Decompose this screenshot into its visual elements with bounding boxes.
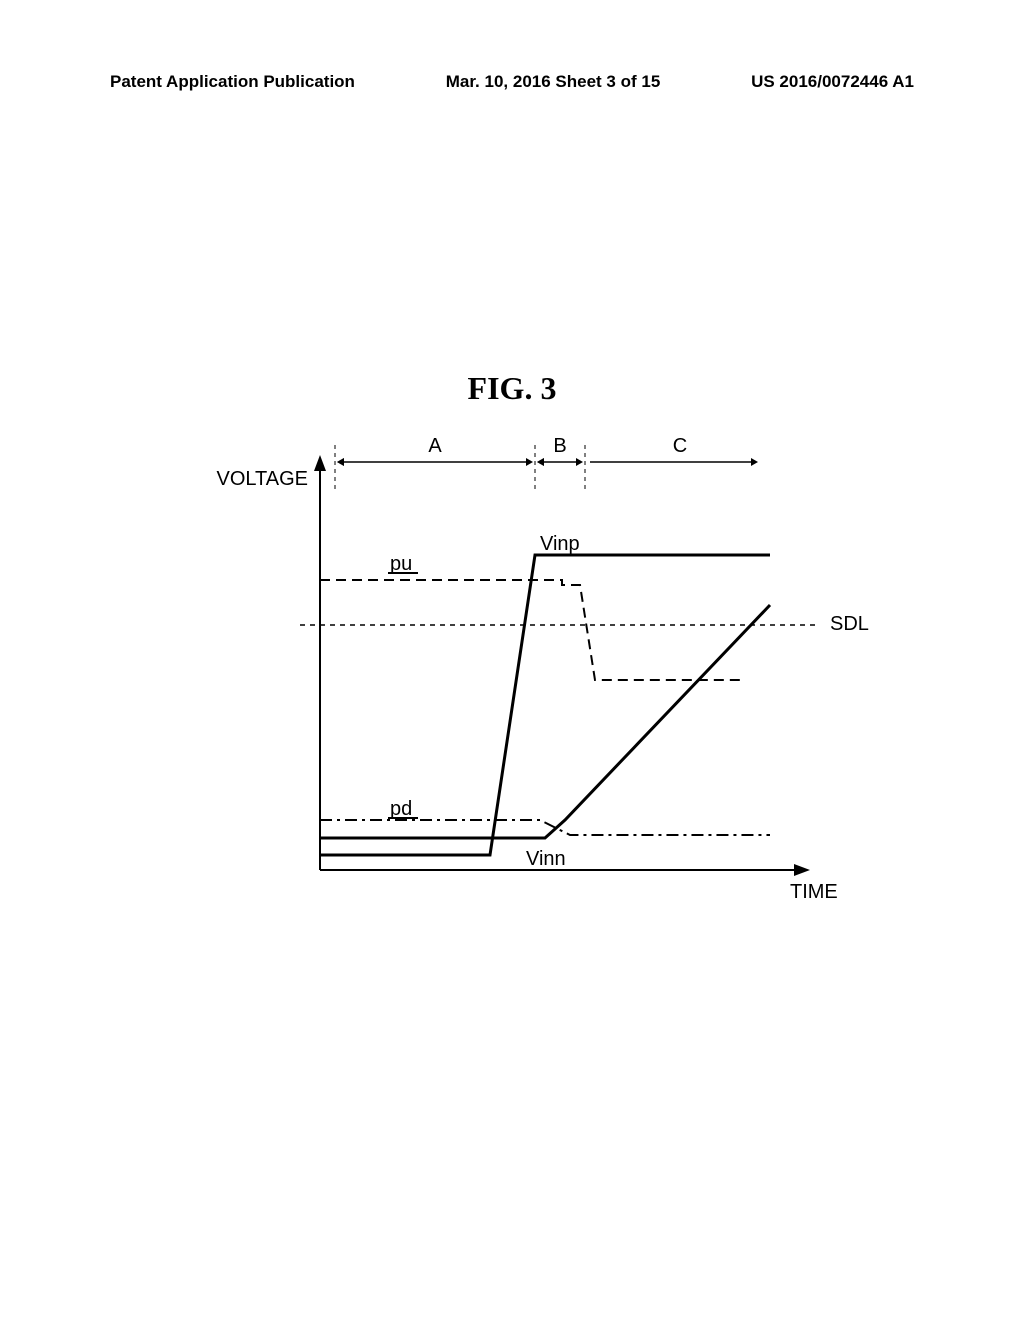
y-axis-label: VOLTAGE [216,468,308,490]
region-markers: A B C [335,435,758,490]
svg-text:B: B [553,435,566,457]
x-axis-arrow [794,864,810,876]
timing-diagram-chart: VOLTAGE TIME ABC SDL pu pd Vinp Vinn [240,420,850,960]
header-left: Patent Application Publication [110,72,355,92]
y-axis-arrow [314,455,326,471]
label-vinp: Vinp [540,533,580,555]
label-pd: pd [390,798,412,820]
signal-vinn [320,605,770,838]
signal-vinp [320,555,770,855]
x-axis-label: TIME [790,881,838,903]
figure-title: FIG. 3 [0,370,1024,407]
sdl-label: SDL [830,613,869,635]
header-right: US 2016/0072446 A1 [751,72,914,92]
signal-pd [320,820,770,835]
header-center: Mar. 10, 2016 Sheet 3 of 15 [446,72,661,92]
chart-svg: VOLTAGE TIME ABC SDL pu pd Vinp Vinn [240,420,850,960]
page-header: Patent Application Publication Mar. 10, … [0,72,1024,92]
svg-text:C: C [673,435,687,457]
label-vinn: Vinn [526,848,566,870]
svg-text:A: A [428,435,442,457]
label-pu: pu [390,553,412,575]
